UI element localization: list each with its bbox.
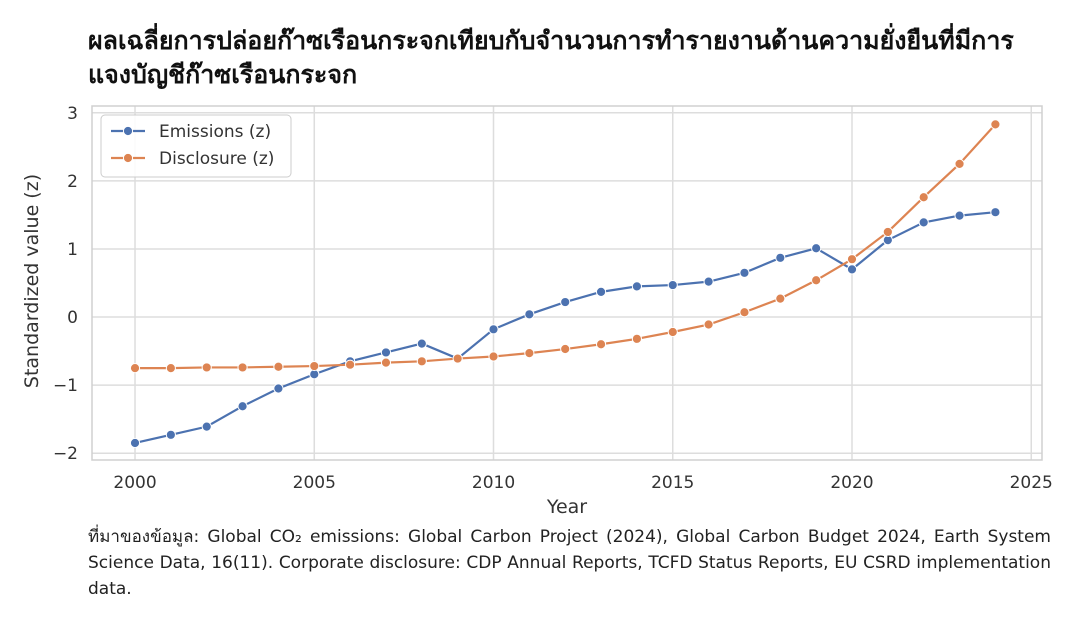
- data-point: [811, 275, 822, 286]
- data-point: [273, 361, 284, 372]
- data-point: [954, 158, 965, 169]
- legend-swatch-marker: [122, 152, 134, 164]
- data-point: [703, 276, 714, 287]
- data-point: [631, 333, 643, 344]
- data-point: [165, 429, 176, 440]
- data-point: [811, 243, 822, 254]
- data-point: [846, 264, 858, 275]
- data-point: [452, 353, 463, 364]
- data-point: [488, 351, 499, 362]
- y-tick-label: −2: [53, 444, 78, 464]
- y-tick-label: 1: [67, 240, 78, 260]
- y-tick-label: 0: [67, 308, 78, 328]
- y-tick-label: 3: [67, 104, 78, 124]
- series: [129, 119, 1001, 449]
- x-tick-label: 2025: [1010, 473, 1053, 493]
- x-tick-label: 2000: [113, 473, 156, 493]
- data-point: [237, 401, 248, 412]
- data-point: [954, 210, 965, 221]
- data-point: [667, 279, 678, 291]
- series-disclosure: [129, 119, 1001, 374]
- data-point: [775, 252, 786, 263]
- data-point: [918, 217, 929, 228]
- y-axis-label: Standardized value (z): [21, 174, 43, 388]
- legend-swatch-marker: [122, 125, 134, 137]
- series-line: [134, 211, 996, 445]
- x-tick-label: 2005: [293, 473, 336, 493]
- data-point: [524, 309, 535, 320]
- data-point: [775, 293, 786, 304]
- data-point: [631, 281, 643, 292]
- data-point: [703, 319, 714, 330]
- series-emissions: [129, 207, 1001, 449]
- data-point: [380, 347, 392, 358]
- data-point: [129, 437, 141, 449]
- x-tick-label: 2010: [472, 473, 515, 493]
- data-point: [488, 324, 499, 335]
- data-point: [416, 356, 427, 367]
- data-point: [273, 383, 284, 394]
- legend: Emissions (z) Disclosure (z): [100, 114, 292, 178]
- data-point: [739, 307, 750, 318]
- data-point: [380, 357, 392, 368]
- data-point: [560, 296, 571, 308]
- plot-frame: [91, 105, 1043, 461]
- data-point: [524, 348, 535, 359]
- tick-labels: 2000 2005 2010 2015 2020 2025 −2 −1 0 1 2 3: [53, 104, 1053, 493]
- data-point: [560, 343, 571, 355]
- grid: [92, 106, 1042, 460]
- chart-title: ผลเฉลี่ยการปล่อยก๊าซเรือนกระจกเทียบกับจำ…: [88, 26, 1014, 89]
- y-tick-label: −1: [53, 376, 78, 396]
- x-axis-label: Year: [546, 496, 587, 518]
- data-point: [667, 326, 678, 338]
- data-point: [739, 267, 750, 278]
- legend-label: Emissions (z): [159, 122, 271, 142]
- data-point: [846, 254, 858, 265]
- legend-entry: Disclosure (z): [111, 149, 274, 169]
- source-note: ที่มาของข้อมูล: Global CO₂ emissions: Gl…: [88, 527, 1051, 599]
- data-point: [595, 339, 607, 350]
- data-point: [201, 421, 212, 432]
- x-tick-label: 2015: [651, 473, 694, 493]
- data-point: [129, 362, 141, 374]
- data-point: [345, 359, 356, 370]
- data-point: [237, 362, 248, 373]
- legend-entry: Emissions (z): [111, 122, 271, 142]
- y-tick-label: 2: [67, 172, 78, 192]
- data-point: [990, 207, 1001, 218]
- legend-box: [100, 114, 292, 178]
- data-point: [165, 362, 176, 374]
- data-point: [990, 119, 1001, 130]
- x-tick-label: 2020: [830, 473, 873, 493]
- data-point: [918, 192, 929, 203]
- data-point: [595, 286, 607, 297]
- data-point: [309, 360, 320, 372]
- legend-label: Disclosure (z): [159, 149, 274, 169]
- data-point: [882, 226, 893, 238]
- data-point: [416, 338, 427, 349]
- data-point: [201, 362, 212, 373]
